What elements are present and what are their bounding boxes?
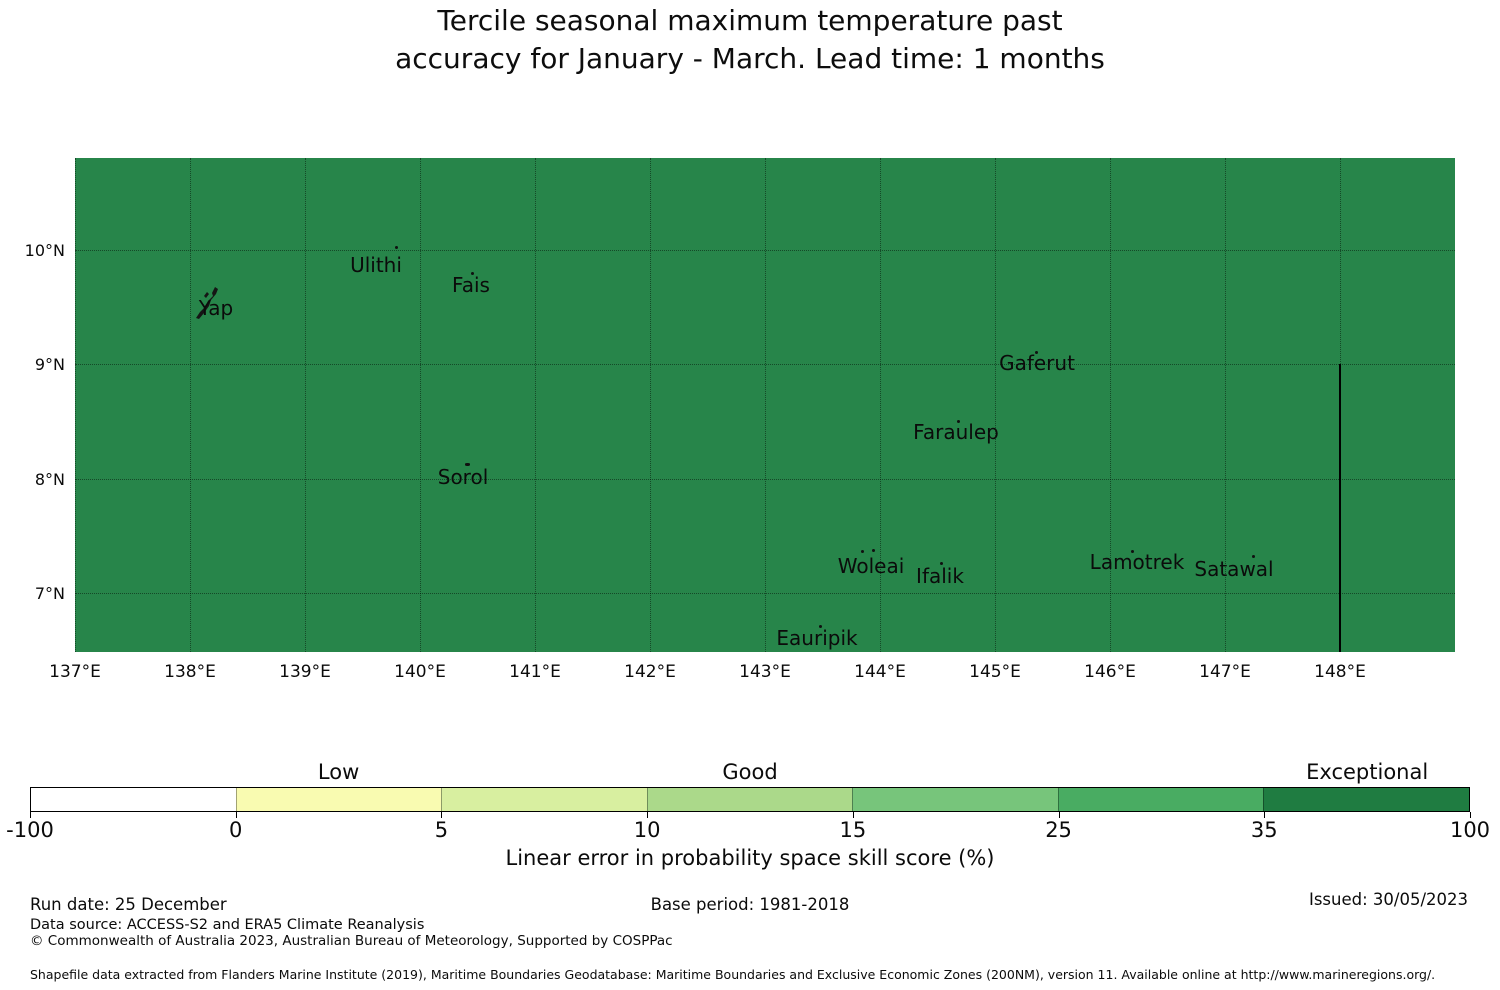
colorbar-tick-5: 5 xyxy=(434,818,449,842)
gridline-144e xyxy=(880,158,881,652)
colorbar-tick-0: 0 xyxy=(229,818,243,842)
island-label-yap: Yap xyxy=(198,296,234,320)
gridline-145e xyxy=(995,158,996,652)
colorbar-tick-15: 15 xyxy=(839,818,867,842)
colorbar-tickmark xyxy=(30,812,31,818)
colorbar-tick-35: 35 xyxy=(1250,818,1278,842)
gridline-141e xyxy=(535,158,536,652)
ytick-10n: 10°N xyxy=(24,241,65,260)
ytick-9n: 9°N xyxy=(34,355,65,374)
gridline-146e xyxy=(1110,158,1111,652)
colorbar-tickmark xyxy=(647,812,649,818)
colorbar-tickmark xyxy=(1470,812,1471,818)
gridline-7n xyxy=(75,593,1455,594)
ytick-8n: 8°N xyxy=(34,470,65,489)
xtick-140e: 140°E xyxy=(394,662,446,682)
colorbar-category-low: Low xyxy=(317,760,360,784)
figure-title-line2: accuracy for January - March. Lead time:… xyxy=(395,42,1105,75)
gridline-143e xyxy=(765,158,766,652)
gridline-142e xyxy=(650,158,651,652)
ytick-7n: 7°N xyxy=(34,584,65,603)
xtick-148e: 148°E xyxy=(1314,662,1366,682)
gridline-10n xyxy=(75,250,1455,251)
gridline-140e xyxy=(420,158,421,652)
gridline-139e xyxy=(305,158,306,652)
colorbar-segment-4 xyxy=(646,788,853,811)
colorbar-segment-7 xyxy=(1263,788,1470,811)
gridline-8n xyxy=(75,479,1455,480)
colorbar-segment-5 xyxy=(852,788,1058,811)
figure-title: Tercile seasonal maximum temperature pas… xyxy=(0,2,1500,78)
colorbar-segment-3 xyxy=(441,788,647,811)
xtick-137e: 137°E xyxy=(49,662,101,682)
shapefile-attribution-text: Shapefile data extracted from Flanders M… xyxy=(30,967,1436,982)
run-date-text: Run date: 25 December xyxy=(30,895,227,914)
colorbar-tickmark xyxy=(1058,812,1060,818)
island-label-satawal: Satawal xyxy=(1194,557,1274,581)
base-period-text: Base period: 1981-2018 xyxy=(650,895,850,914)
island-label-woleai: Woleai xyxy=(837,554,905,578)
xtick-145e: 145°E xyxy=(969,662,1021,682)
colorbar-ticks: -100 0 5 10 15 25 35 100 xyxy=(6,812,1490,842)
gridline-138e xyxy=(190,158,191,652)
island-marker-dot xyxy=(471,272,474,275)
island-marker-dot xyxy=(1131,550,1134,553)
island-marker-dot xyxy=(872,549,875,552)
data-source-text: Data source: ACCESS-S2 and ERA5 Climate … xyxy=(30,917,425,933)
yap-island-shape xyxy=(196,287,218,319)
issued-date-text: Issued: 30/05/2023 xyxy=(1308,890,1468,909)
island-marker-dot xyxy=(1035,351,1038,354)
island-marker-dot xyxy=(940,562,943,565)
island-label-ulithi: Ulithi xyxy=(350,253,402,277)
colorbar-tickmark xyxy=(441,812,443,818)
xtick-144e: 144°E xyxy=(854,662,906,682)
island-label-eauripik: Eauripik xyxy=(776,626,858,650)
xtick-146e: 146°E xyxy=(1084,662,1136,682)
colorbar-tick-neg100: -100 xyxy=(6,818,54,842)
colorbar-tick-25: 25 xyxy=(1045,818,1072,842)
island-label-sorol: Sorol xyxy=(437,465,489,489)
island-label-ifalik: Ifalik xyxy=(916,564,964,588)
copyright-text: © Commonwealth of Australia 2023, Austra… xyxy=(30,933,673,949)
colorbar-tickmark xyxy=(1264,812,1266,818)
colorbar xyxy=(30,787,1470,812)
island-marker-dot xyxy=(395,246,398,249)
map-panel: Yap Ulithi Fais Sorol Gaferut Faraulep W… xyxy=(75,158,1455,652)
colorbar-tickmark xyxy=(852,812,854,818)
island-label-lamotrek: Lamotrek xyxy=(1089,550,1185,574)
colorbar-axis-label: Linear error in probability space skill … xyxy=(505,846,995,870)
island-marker-dot xyxy=(819,625,822,628)
colorbar-segment-1 xyxy=(31,788,236,811)
xtick-143e: 143°E xyxy=(739,662,791,682)
colorbar-category-labels: Low Good Exceptional xyxy=(30,760,1470,786)
colorbar-tick-100: 100 xyxy=(1449,818,1491,842)
x-axis: 137°E 138°E 139°E 140°E 141°E 142°E 143°… xyxy=(49,662,1455,686)
island-marker-dot xyxy=(861,550,864,553)
island-marker-dot xyxy=(1252,555,1255,558)
xtick-142e: 142°E xyxy=(624,662,676,682)
eez-boundary-line xyxy=(1339,364,1341,652)
island-label-faraulep: Faraulep xyxy=(913,420,999,444)
colorbar-tick-10: 10 xyxy=(633,818,661,842)
gridline-9n xyxy=(75,364,1455,365)
gridline-137e xyxy=(75,158,76,652)
island-label-gaferut: Gaferut xyxy=(999,351,1075,375)
colorbar-tickmark xyxy=(235,812,237,818)
colorbar-category-good: Good xyxy=(722,760,778,784)
colorbar-category-exceptional: Exceptional xyxy=(1306,760,1429,784)
figure-title-line1: Tercile seasonal maximum temperature pas… xyxy=(437,4,1063,37)
island-label-fais: Fais xyxy=(452,273,490,297)
gridline-147e xyxy=(1225,158,1226,652)
xtick-147e: 147°E xyxy=(1199,662,1251,682)
xtick-139e: 139°E xyxy=(279,662,331,682)
xtick-141e: 141°E xyxy=(509,662,561,682)
colorbar-segment-6 xyxy=(1057,788,1264,811)
island-marker-dot xyxy=(465,463,470,466)
colorbar-segment-2 xyxy=(235,788,442,811)
island-marker-dot xyxy=(957,420,960,423)
xtick-138e: 138°E xyxy=(164,662,216,682)
